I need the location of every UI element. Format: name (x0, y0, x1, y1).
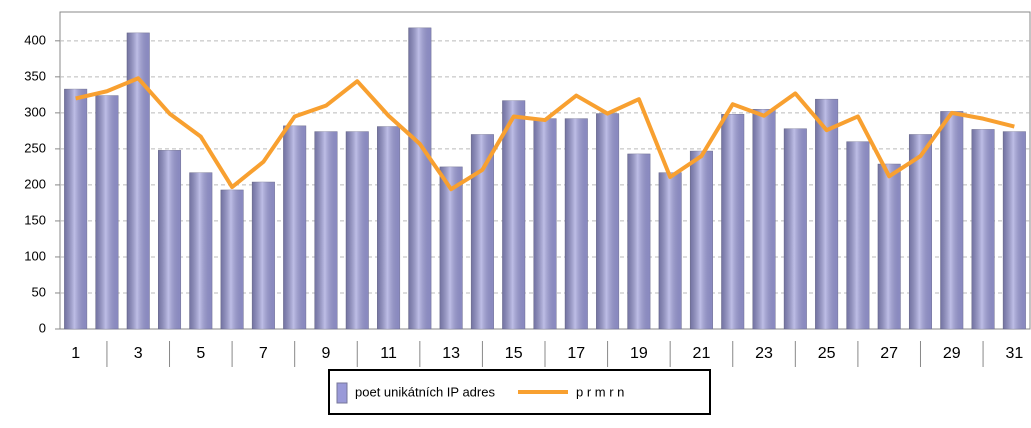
y-tick-label: 0 (39, 320, 46, 335)
line (75, 76, 1015, 192)
bar-shine (815, 99, 838, 329)
bar-shine (909, 134, 932, 329)
x-tick-label: 21 (693, 345, 711, 362)
bar-shine (784, 128, 807, 329)
bar-shine (314, 131, 338, 329)
bar-shine (627, 153, 651, 329)
x-tick-label: 23 (755, 345, 773, 362)
x-tick-label: 1 (71, 345, 80, 362)
x-tick-label: 11 (380, 345, 397, 362)
bar-shine (533, 118, 557, 329)
y-tick-label: 350 (24, 68, 46, 83)
bar-shine (752, 109, 776, 330)
bar-shine (95, 95, 119, 329)
y-tick-label: 400 (24, 32, 46, 47)
bar-shine (126, 32, 150, 329)
bar-shine (283, 125, 306, 329)
x-tick-label: 15 (505, 345, 523, 362)
x-tick-label: 27 (880, 345, 898, 362)
bar-shine (971, 129, 995, 329)
legend-label: p r m r n (576, 384, 624, 399)
legend-label: poet unikátních IP adres (355, 384, 495, 399)
bar-shine (158, 150, 181, 329)
x-tick-label: 3 (134, 345, 143, 362)
bar-shine (502, 100, 525, 329)
y-tick-label: 200 (24, 176, 46, 191)
bar-shine (439, 166, 463, 329)
bar-shine (64, 89, 87, 329)
bar-shine (690, 151, 713, 329)
bar-shine (658, 172, 682, 329)
x-tick-label: 25 (818, 345, 836, 362)
y-tick-label: 100 (24, 248, 46, 263)
bar-shine (565, 118, 588, 329)
x-tick-label: 9 (322, 345, 331, 362)
bar-shine (377, 126, 400, 329)
y-tick-label: 250 (24, 140, 46, 155)
y-tick-label: 150 (24, 212, 46, 227)
x-tick-label: 5 (196, 345, 205, 362)
bar-shine (596, 113, 619, 329)
bar-shine (846, 141, 870, 329)
bar-shine (345, 131, 369, 329)
bar-shine (252, 182, 275, 329)
bar-shine (189, 172, 213, 329)
bar-shine (940, 111, 964, 329)
x-tick-label: 29 (943, 345, 961, 362)
x-tick-label: 13 (442, 345, 460, 362)
bar-shine (408, 27, 432, 329)
legend-swatch (336, 382, 348, 404)
y-tick-label: 300 (24, 104, 46, 119)
bar-shine (877, 164, 901, 329)
bar-shine (471, 134, 494, 329)
x-tick-label: 7 (259, 345, 268, 362)
x-tick-label: 19 (630, 345, 648, 362)
bar-shine (721, 114, 745, 330)
y-tick-label: 50 (32, 284, 46, 299)
x-tick-label: 31 (1005, 345, 1023, 362)
bar-shine (1003, 131, 1026, 329)
bar-shine (220, 189, 244, 329)
x-tick-label: 17 (567, 345, 585, 362)
